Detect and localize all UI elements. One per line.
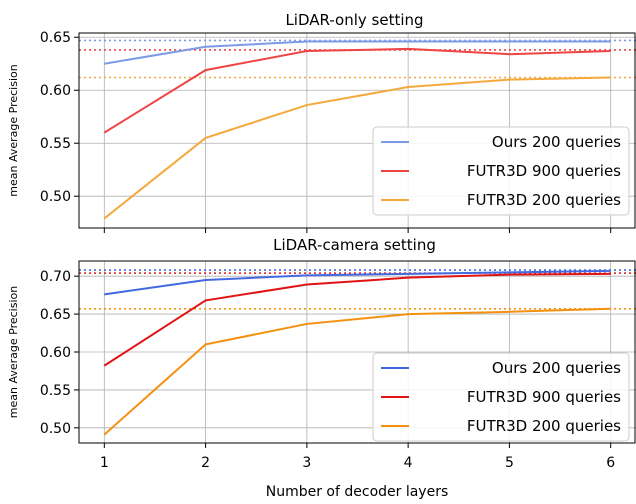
y-tick-label: 0.65	[40, 307, 71, 323]
legend-label: FUTR3D 200 queries	[467, 417, 621, 435]
x-tick-label: 2	[201, 455, 210, 471]
legend: Ours 200 queries FUTR3D 900 queries FUTR3D…	[373, 127, 629, 215]
y-tick-label: 0.55	[40, 383, 71, 399]
y-tick-label: 0.55	[40, 136, 71, 152]
legend-label: Ours 200 queries	[492, 359, 621, 377]
series-line	[104, 49, 610, 133]
x-tick-label: 6	[606, 455, 615, 471]
chart-panel-lidar-only: 0.50 0.55 0.60 0.65 LiDAR-only setting mean A…	[7, 11, 636, 233]
y-axis-label: mean Average Precision	[7, 286, 20, 418]
x-tick-label: 5	[505, 455, 514, 471]
legend-label: Ours 200 queries	[492, 133, 621, 151]
x-tick-label: 4	[404, 455, 413, 471]
legend-label: FUTR3D 900 queries	[467, 162, 621, 180]
y-tick-label: 0.60	[40, 345, 71, 361]
y-axis-label: mean Average Precision	[7, 64, 20, 196]
x-tick-label: 1	[100, 455, 109, 471]
y-tick-label: 0.70	[40, 269, 71, 285]
x-axis-label: Number of decoder layers	[266, 484, 449, 500]
y-tick-label: 0.50	[40, 189, 71, 205]
chart-panel-lidar-camera: 0.50 0.55 0.60 0.65 0.70 1 2 3 4 5 6 LiDAR-camera s…	[7, 236, 636, 471]
x-tick-label: 3	[302, 455, 311, 471]
chart-title: LiDAR-only setting	[285, 11, 423, 29]
legend: Ours 200 queries FUTR3D 900 queries FUTR3D…	[373, 353, 629, 441]
legend-label: FUTR3D 900 queries	[467, 388, 621, 406]
y-tick-label: 0.65	[40, 30, 71, 46]
y-tick-label: 0.60	[40, 83, 71, 99]
chart-title: LiDAR-camera setting	[273, 236, 436, 254]
legend-label: FUTR3D 200 queries	[467, 191, 621, 209]
y-tick-label: 0.50	[40, 421, 71, 437]
